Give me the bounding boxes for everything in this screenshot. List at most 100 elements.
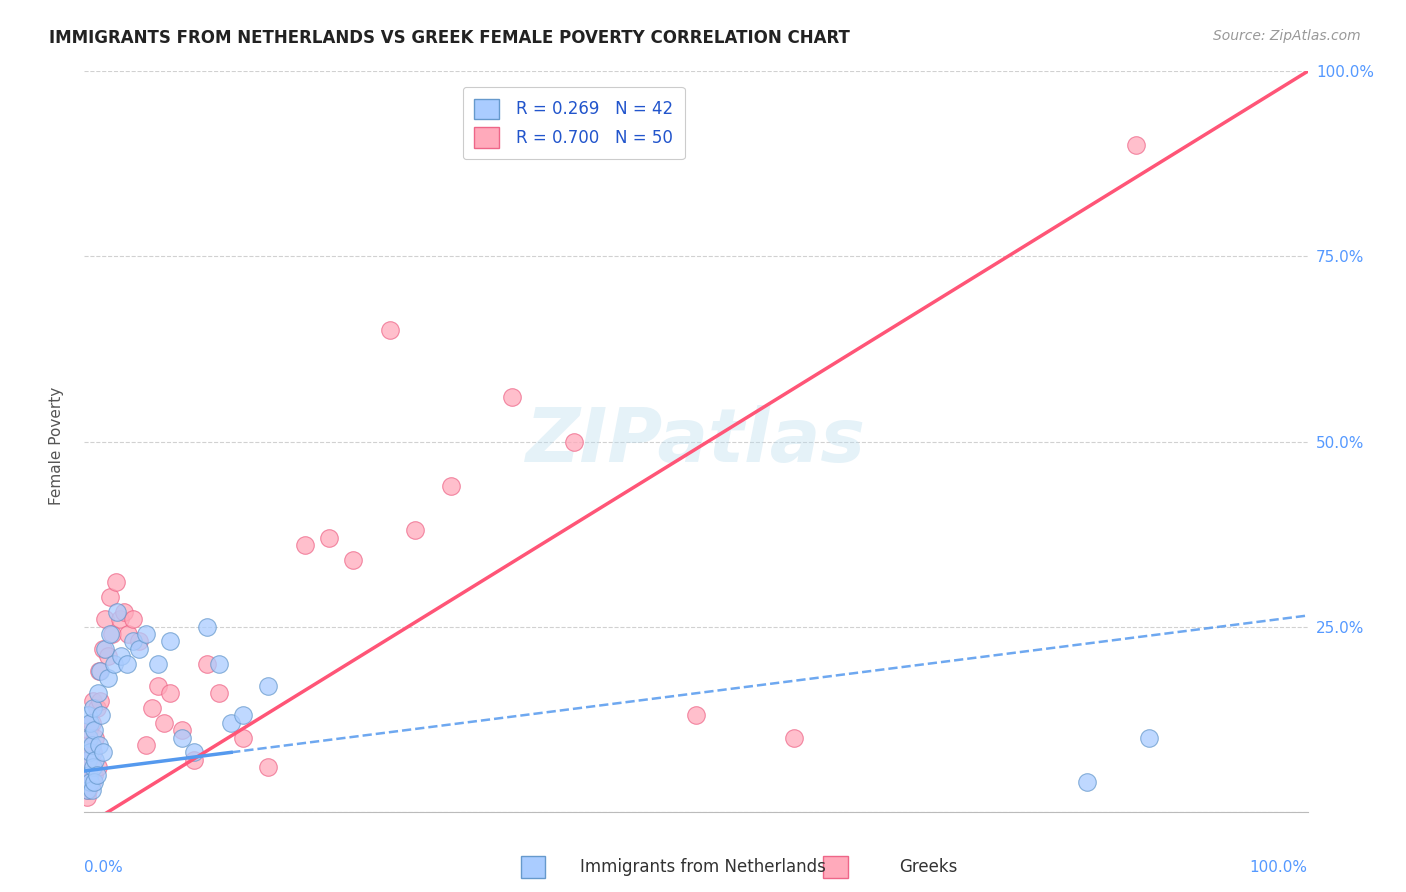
Point bbox=[83, 723, 105, 738]
Point bbox=[153, 715, 176, 730]
Point bbox=[87, 686, 110, 700]
Point bbox=[77, 731, 100, 745]
Point bbox=[257, 679, 280, 693]
Text: ZIPatlas: ZIPatlas bbox=[526, 405, 866, 478]
Text: 0.0%: 0.0% bbox=[84, 860, 124, 875]
Point bbox=[219, 715, 242, 730]
Point bbox=[80, 715, 103, 730]
Point bbox=[115, 657, 138, 671]
Point bbox=[84, 731, 107, 745]
Point bbox=[101, 627, 124, 641]
Point bbox=[195, 657, 218, 671]
Point bbox=[80, 775, 103, 789]
Point bbox=[77, 753, 100, 767]
Point bbox=[97, 672, 120, 686]
Text: Female Poverty: Female Poverty bbox=[49, 387, 63, 505]
Point bbox=[562, 434, 585, 449]
Point bbox=[122, 612, 145, 626]
Text: Source: ZipAtlas.com: Source: ZipAtlas.com bbox=[1213, 29, 1361, 43]
Point bbox=[108, 612, 131, 626]
Point bbox=[1137, 731, 1160, 745]
Point bbox=[79, 753, 101, 767]
Point bbox=[79, 746, 101, 760]
Point bbox=[141, 701, 163, 715]
Text: IMMIGRANTS FROM NETHERLANDS VS GREEK FEMALE POVERTY CORRELATION CHART: IMMIGRANTS FROM NETHERLANDS VS GREEK FEM… bbox=[49, 29, 851, 46]
Point bbox=[87, 664, 110, 678]
Point bbox=[159, 634, 181, 648]
Point bbox=[502, 390, 524, 404]
Point bbox=[1076, 775, 1098, 789]
Point bbox=[117, 627, 139, 641]
Text: Immigrants from Netherlands: Immigrants from Netherlands bbox=[581, 858, 825, 876]
Point bbox=[79, 775, 101, 789]
Point bbox=[172, 723, 194, 738]
Point bbox=[208, 686, 231, 700]
Point bbox=[94, 641, 117, 656]
Point bbox=[83, 767, 105, 781]
Point bbox=[783, 731, 806, 745]
Point bbox=[159, 686, 181, 700]
Point bbox=[77, 767, 100, 781]
Bar bbox=[520, 855, 546, 879]
Point bbox=[98, 590, 121, 604]
Point bbox=[128, 641, 150, 656]
Point bbox=[77, 738, 100, 752]
Point bbox=[105, 575, 128, 590]
Point bbox=[91, 746, 114, 760]
Point bbox=[172, 731, 194, 745]
Point bbox=[440, 479, 463, 493]
Point bbox=[82, 760, 104, 774]
Point bbox=[135, 738, 157, 752]
Text: 100.0%: 100.0% bbox=[1250, 860, 1308, 875]
Point bbox=[87, 760, 110, 774]
Point bbox=[183, 746, 205, 760]
Point bbox=[232, 708, 254, 723]
Point bbox=[89, 664, 111, 678]
Point bbox=[76, 782, 98, 797]
Point bbox=[77, 782, 100, 797]
Point bbox=[87, 738, 110, 752]
Point bbox=[76, 789, 98, 804]
Point bbox=[76, 760, 98, 774]
Point bbox=[77, 767, 100, 781]
Point bbox=[97, 649, 120, 664]
Point bbox=[257, 760, 280, 774]
Bar bbox=[823, 855, 848, 879]
Point bbox=[77, 723, 100, 738]
Point bbox=[208, 657, 231, 671]
Point bbox=[86, 701, 108, 715]
Point bbox=[318, 531, 340, 545]
Legend: R = 0.269   N = 42, R = 0.700   N = 50: R = 0.269 N = 42, R = 0.700 N = 50 bbox=[463, 87, 685, 160]
Point bbox=[82, 694, 104, 708]
Point bbox=[90, 708, 112, 723]
Point bbox=[112, 605, 135, 619]
Point bbox=[105, 605, 128, 619]
Point bbox=[94, 612, 117, 626]
Point bbox=[110, 649, 132, 664]
Point bbox=[84, 753, 107, 767]
Point bbox=[232, 731, 254, 745]
Point bbox=[404, 524, 426, 538]
Point bbox=[98, 627, 121, 641]
Point bbox=[122, 634, 145, 648]
Point bbox=[103, 657, 125, 671]
Point bbox=[183, 753, 205, 767]
Point bbox=[195, 619, 218, 633]
Point bbox=[89, 694, 111, 708]
Point bbox=[1125, 138, 1147, 153]
Point bbox=[128, 634, 150, 648]
Point bbox=[380, 324, 402, 338]
Point bbox=[80, 738, 103, 752]
Point bbox=[91, 641, 114, 656]
Point bbox=[86, 767, 108, 781]
Point bbox=[294, 538, 316, 552]
Point bbox=[77, 708, 100, 723]
Point bbox=[146, 657, 169, 671]
Text: Greeks: Greeks bbox=[898, 858, 957, 876]
Point bbox=[342, 553, 364, 567]
Point bbox=[685, 708, 707, 723]
Point bbox=[79, 715, 101, 730]
Point bbox=[80, 782, 103, 797]
Point bbox=[146, 679, 169, 693]
Point bbox=[135, 627, 157, 641]
